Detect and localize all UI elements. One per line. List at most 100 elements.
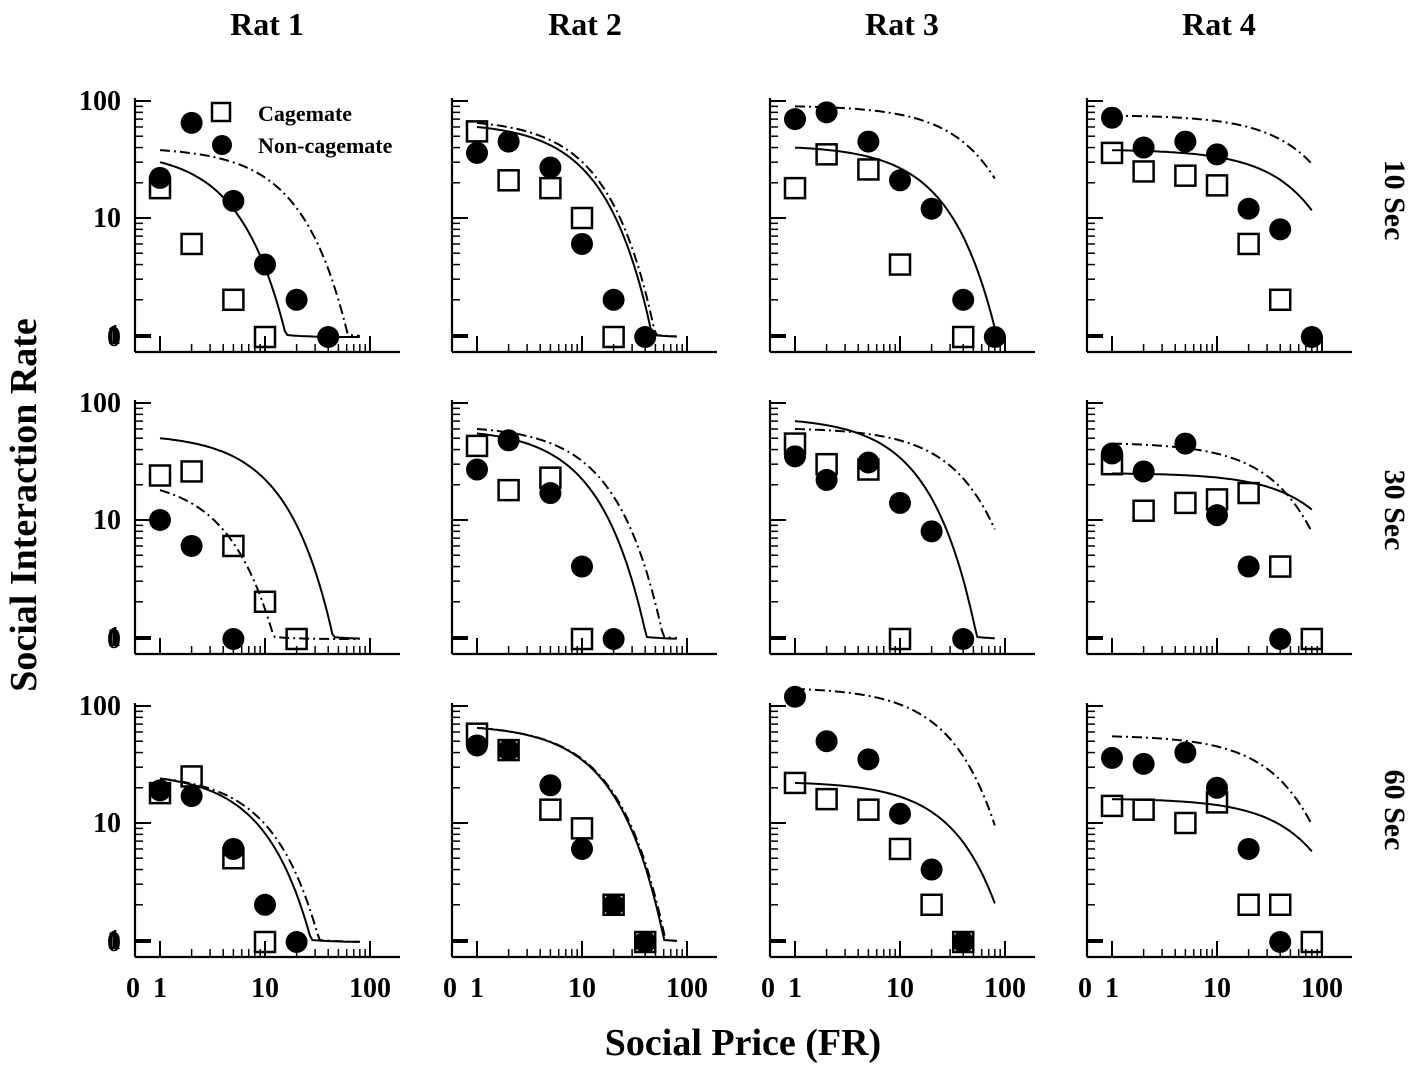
- noncagemate-point: [602, 288, 625, 311]
- cagemate-point: [539, 798, 562, 821]
- cagemate-point: [815, 143, 838, 166]
- noncagemate-point: [1132, 460, 1155, 483]
- noncagemate-point: [180, 785, 203, 808]
- x-tick-label: 1: [470, 973, 484, 1004]
- y-tick-label: 0: [107, 927, 121, 958]
- noncagemate-point: [602, 893, 625, 916]
- noncagemate-point: [180, 111, 203, 134]
- noncagemate-point: [1300, 326, 1323, 348]
- cagemate-point: [148, 781, 172, 805]
- cagemate-point: [1132, 499, 1155, 522]
- noncagemate-point: [497, 429, 520, 452]
- panel-2-1: 100 10 10: [79, 388, 400, 656]
- noncagemate-fit-line: [476, 121, 677, 338]
- noncagemate-point: [285, 288, 308, 311]
- noncagemate-point: [1206, 504, 1228, 527]
- cagemate-point: [783, 176, 807, 200]
- noncagemate-point: [466, 141, 488, 164]
- cagemate-point: [148, 464, 172, 487]
- panel-2-2: [450, 400, 717, 656]
- cagemate-point: [1174, 491, 1197, 515]
- x-tick-label: 10: [886, 973, 914, 1004]
- cagemate-point: [951, 325, 975, 349]
- cagemate-point: [888, 837, 912, 861]
- x-tick-label: 0: [1078, 973, 1092, 1004]
- cagemate-point: [1268, 893, 1292, 917]
- cagemate-point: [783, 771, 807, 795]
- noncagemate-point: [1174, 741, 1197, 764]
- noncagemate-point: [149, 509, 171, 531]
- noncagemate-point: [952, 628, 975, 650]
- y-tick-label: 100: [79, 388, 121, 419]
- cagemate-fit-line: [794, 420, 995, 640]
- cagemate-point: [465, 434, 489, 458]
- y-axis-label: Social Interaction Rate: [3, 318, 45, 692]
- noncagemate-fit-line: [159, 149, 360, 337]
- noncagemate-point: [1174, 130, 1197, 153]
- y-tick-label: 10: [93, 203, 121, 234]
- noncagemate-point: [857, 748, 880, 771]
- row-title-30-sec: 30 Sec: [1378, 470, 1411, 551]
- cagemate-point: [951, 930, 975, 954]
- cagemate-point: [783, 432, 807, 455]
- cagemate-point: [497, 738, 520, 762]
- x-tick-label: 0: [761, 973, 775, 1004]
- cagemate-point: [1300, 930, 1324, 954]
- col-title-rat-3: Rat 3: [865, 6, 939, 42]
- noncagemate-point: [539, 156, 562, 179]
- noncagemate-point: [222, 628, 245, 650]
- noncagemate-point: [920, 858, 943, 881]
- noncagemate-point: [815, 468, 838, 491]
- noncagemate-point: [1132, 752, 1155, 775]
- cagemate-point: [570, 627, 594, 651]
- noncagemate-point: [539, 774, 562, 797]
- cagemate-point: [1300, 627, 1324, 651]
- noncagemate-point: [1206, 776, 1228, 799]
- noncagemate-point: [466, 458, 488, 481]
- noncagemate-point: [1269, 628, 1292, 650]
- cagemate-point: [497, 478, 520, 502]
- noncagemate-point: [784, 685, 806, 708]
- cagemate-point: [1237, 481, 1260, 505]
- y-tick-label: 0: [107, 322, 121, 353]
- cagemate-point: [1100, 141, 1124, 165]
- noncagemate-point: [815, 730, 838, 753]
- x-tick-label: 1: [788, 973, 802, 1004]
- row-title-60-sec: 60 Sec: [1378, 770, 1411, 851]
- panel-2-4: [1085, 400, 1352, 656]
- cagemate-point: [1237, 893, 1260, 917]
- noncagemate-fit-line: [795, 428, 996, 530]
- cagemate-point: [1132, 798, 1155, 821]
- noncagemate-point: [1132, 136, 1155, 159]
- y-tick-label: 1: [107, 320, 121, 351]
- noncagemate-point: [1174, 432, 1197, 455]
- y-tick-label: 100: [79, 86, 121, 117]
- panel-2-3: [768, 400, 1035, 656]
- noncagemate-fit-line: [1112, 735, 1313, 826]
- cagemate-point: [253, 930, 277, 954]
- cagemate-point: [633, 930, 657, 954]
- x-tick-label: 100: [349, 973, 391, 1004]
- x-tick-label: 1: [153, 973, 167, 1004]
- noncagemate-point: [889, 169, 911, 192]
- cagemate-fit-line: [159, 437, 360, 640]
- cagemate-point: [222, 534, 245, 558]
- cagemate-point: [570, 817, 594, 840]
- cagemate-point: [465, 120, 489, 143]
- cagemate-point: [888, 253, 912, 276]
- noncagemate-fit-line: [1112, 442, 1313, 533]
- noncagemate-point: [254, 253, 276, 276]
- noncagemate-point: [1206, 143, 1228, 166]
- cagemate-point: [222, 288, 245, 312]
- cagemate-point: [1268, 288, 1292, 312]
- noncagemate-point: [857, 451, 880, 474]
- noncagemate-point: [317, 326, 340, 348]
- noncagemate-point: [180, 534, 203, 557]
- noncagemate-point: [952, 288, 975, 311]
- cagemate-point: [1100, 452, 1124, 476]
- col-title-rat-1: Rat 1: [230, 6, 304, 42]
- noncagemate-point: [815, 101, 838, 124]
- noncagemate-point: [539, 482, 562, 505]
- cagemate-point: [180, 460, 203, 483]
